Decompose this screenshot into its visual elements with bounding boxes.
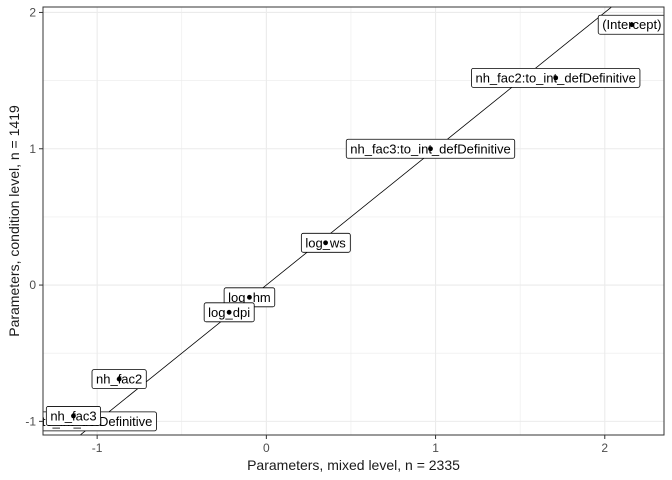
data-point-group: (Intercept) xyxy=(597,14,664,35)
data-point-group: nh_fac2:to_int_defDefinitive xyxy=(471,67,641,88)
y-tick-label: 1 xyxy=(29,142,36,156)
data-point xyxy=(116,376,122,382)
y-tick-label: 2 xyxy=(29,5,36,19)
data-point xyxy=(629,22,635,28)
x-axis: -1 0 1 2 xyxy=(92,435,608,455)
data-point-group: nh_fac3:to_int_defDefinitive xyxy=(345,138,516,159)
data-point-group: nh_fac2 xyxy=(91,369,147,390)
data-point-group: nh_fac3 xyxy=(45,406,101,426)
y-tick-label: -1 xyxy=(25,414,36,428)
data-point xyxy=(247,294,252,300)
data-point xyxy=(553,75,559,81)
x-axis-title: Parameters, mixed level, n = 2335 xyxy=(247,457,460,473)
x-tick-label: 1 xyxy=(432,441,439,455)
data-point-group: log_ws xyxy=(300,232,351,253)
y-axis: -1 0 1 2 xyxy=(25,5,43,428)
y-tick-label: 0 xyxy=(29,278,36,292)
x-tick-label: -1 xyxy=(92,441,103,455)
points-group: (Intercept) nh_fac2:to_int_defDefinitiven… xyxy=(43,14,664,432)
data-point-group: log_dpi xyxy=(203,302,255,323)
y-axis-title: Parameters, condition level, n = 1419 xyxy=(6,105,22,337)
x-tick-label: 2 xyxy=(601,441,608,455)
x-tick-label: 0 xyxy=(263,441,270,455)
data-point xyxy=(428,146,433,152)
data-point xyxy=(323,240,328,246)
panel-border xyxy=(42,6,665,436)
data-point xyxy=(226,309,232,315)
data-point xyxy=(71,413,76,419)
data-point-group: log_hm xyxy=(223,287,276,308)
